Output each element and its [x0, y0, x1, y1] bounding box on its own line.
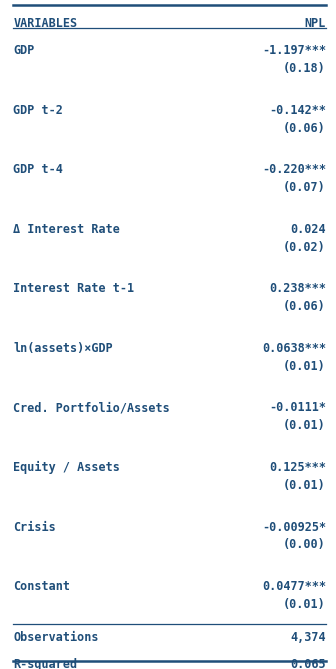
Text: (0.00): (0.00) [283, 539, 326, 551]
Text: (0.01): (0.01) [283, 598, 326, 611]
Text: 0.0638***: 0.0638*** [262, 342, 326, 355]
Text: Cred. Portfolio/Assets: Cred. Portfolio/Assets [13, 401, 170, 415]
Text: R-squared: R-squared [13, 658, 78, 669]
Text: Constant: Constant [13, 580, 71, 593]
Text: NPL: NPL [304, 17, 326, 30]
Text: Interest Rate t-1: Interest Rate t-1 [13, 282, 134, 296]
Text: -0.220***: -0.220*** [262, 163, 326, 177]
Text: GDP t-4: GDP t-4 [13, 163, 63, 177]
Text: Observations: Observations [13, 631, 99, 644]
Text: (0.01): (0.01) [283, 479, 326, 492]
Text: 0.0477***: 0.0477*** [262, 580, 326, 593]
Text: 0.065: 0.065 [290, 658, 326, 669]
Text: 4,374: 4,374 [290, 631, 326, 644]
Text: GDP t-2: GDP t-2 [13, 104, 63, 117]
Text: (0.06): (0.06) [283, 300, 326, 313]
Text: -0.00925*: -0.00925* [262, 520, 326, 534]
Text: GDP: GDP [13, 44, 35, 58]
Text: Δ Interest Rate: Δ Interest Rate [13, 223, 120, 236]
Text: 0.238***: 0.238*** [269, 282, 326, 296]
Text: (0.06): (0.06) [283, 122, 326, 134]
Text: ln(assets)×GDP: ln(assets)×GDP [13, 342, 113, 355]
Text: (0.01): (0.01) [283, 419, 326, 432]
Text: VARIABLES: VARIABLES [13, 17, 78, 30]
Text: -0.142**: -0.142** [269, 104, 326, 117]
Text: Crisis: Crisis [13, 520, 56, 534]
Text: (0.01): (0.01) [283, 360, 326, 373]
Text: (0.07): (0.07) [283, 181, 326, 194]
Text: 0.024: 0.024 [290, 223, 326, 236]
Text: -0.0111*: -0.0111* [269, 401, 326, 415]
Text: -1.197***: -1.197*** [262, 44, 326, 58]
Text: Equity / Assets: Equity / Assets [13, 461, 120, 474]
Text: (0.02): (0.02) [283, 241, 326, 254]
Text: (0.18): (0.18) [283, 62, 326, 75]
Text: 0.125***: 0.125*** [269, 461, 326, 474]
